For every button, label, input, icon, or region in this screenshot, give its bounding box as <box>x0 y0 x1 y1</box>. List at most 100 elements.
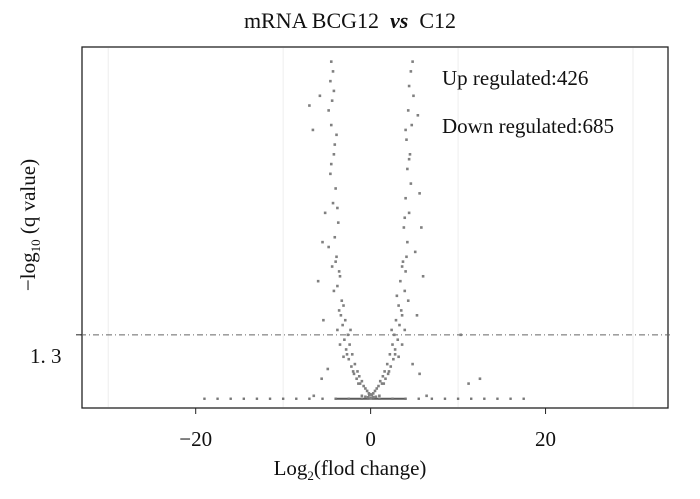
data-point <box>308 104 311 107</box>
data-point <box>403 289 407 293</box>
data-point <box>295 397 298 400</box>
data-point <box>348 343 351 346</box>
data-point <box>406 167 409 171</box>
data-point <box>404 397 407 400</box>
data-point <box>478 377 482 381</box>
data-point <box>467 382 470 385</box>
data-point <box>397 355 400 359</box>
data-point <box>377 384 380 388</box>
data-point <box>344 348 348 351</box>
data-point <box>360 379 364 383</box>
data-point <box>346 333 350 337</box>
data-point <box>216 397 219 400</box>
data-point <box>389 365 393 368</box>
data-point <box>459 333 463 337</box>
data-point <box>327 109 330 112</box>
data-point <box>382 382 386 385</box>
data-point <box>336 284 339 288</box>
data-point <box>378 397 381 400</box>
data-point <box>334 260 337 263</box>
data-point <box>334 397 337 400</box>
data-point <box>406 240 409 244</box>
data-point <box>456 397 460 400</box>
data-point <box>403 328 407 332</box>
data-point <box>365 389 369 393</box>
data-point <box>375 387 379 390</box>
data-point <box>391 343 394 346</box>
data-point <box>347 357 351 361</box>
data-point <box>357 382 360 385</box>
data-point <box>400 343 404 346</box>
data-point <box>329 123 333 127</box>
data-point <box>323 211 327 215</box>
data-point <box>410 123 414 127</box>
data-point <box>336 221 340 224</box>
data-point <box>399 279 402 283</box>
data-point <box>399 309 403 312</box>
data-point <box>407 157 411 161</box>
down-regulated-annotation: Down regulated:685 <box>442 114 615 138</box>
data-point <box>411 362 414 366</box>
data-point <box>367 392 371 395</box>
data-point <box>312 394 316 398</box>
data-point <box>366 395 370 399</box>
data-point <box>337 309 341 312</box>
data-point <box>355 377 358 381</box>
data-point <box>308 397 311 400</box>
data-point <box>408 153 412 156</box>
data-point <box>402 226 406 229</box>
data-point <box>387 370 391 373</box>
data-point <box>242 397 246 400</box>
data-point <box>329 60 333 63</box>
data-point <box>343 318 347 322</box>
data-point <box>378 394 381 398</box>
data-point <box>352 372 356 376</box>
data-point <box>335 255 338 259</box>
data-point <box>385 362 389 366</box>
data-point <box>329 79 332 83</box>
data-point <box>509 397 512 400</box>
data-point <box>371 395 375 399</box>
data-point <box>522 397 525 400</box>
data-point <box>443 397 447 400</box>
data-point <box>362 384 365 388</box>
data-point <box>342 304 345 307</box>
data-point <box>404 128 407 132</box>
data-point <box>470 397 473 400</box>
chart-title: mRNA BCG12 vs C12 <box>243 8 457 33</box>
data-point <box>412 94 415 98</box>
data-point <box>378 379 382 383</box>
data-point <box>332 89 336 93</box>
data-point <box>336 206 339 210</box>
data-point <box>331 201 335 205</box>
data-point <box>406 109 410 112</box>
data-point <box>373 389 377 393</box>
data-point <box>370 394 374 397</box>
data-point <box>392 357 395 361</box>
data-point <box>335 133 338 137</box>
data-point <box>409 70 413 73</box>
data-point <box>403 216 407 220</box>
data-point <box>369 393 372 396</box>
data-point <box>333 235 337 239</box>
data-point <box>331 70 335 73</box>
x-axis-label: Log2(flod change) <box>273 456 427 484</box>
data-point <box>338 274 342 278</box>
data-point <box>374 395 378 399</box>
data-point <box>400 265 404 268</box>
data-point <box>345 353 349 356</box>
y-tick-label: 1. 3 <box>30 344 62 368</box>
data-point <box>353 362 357 366</box>
data-point <box>339 314 343 317</box>
data-point <box>384 377 387 381</box>
data-point <box>326 367 330 371</box>
data-point <box>255 397 259 400</box>
data-point <box>407 84 411 88</box>
data-point <box>358 382 362 385</box>
data-point <box>388 353 392 356</box>
data-point <box>356 370 359 373</box>
data-point <box>397 304 400 307</box>
data-point <box>496 397 499 400</box>
data-point <box>405 138 408 141</box>
